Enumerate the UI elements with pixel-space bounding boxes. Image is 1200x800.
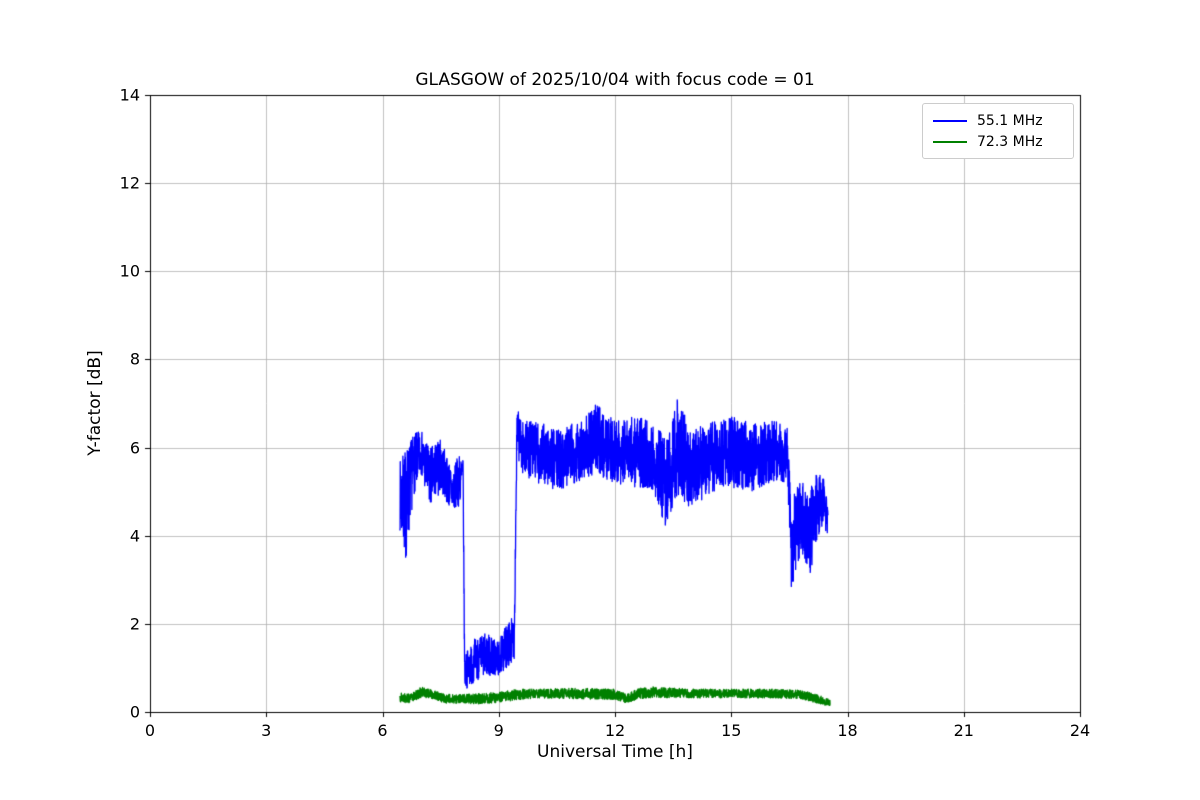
legend-entry-55-1-mhz: 55.1 MHz — [933, 110, 1063, 131]
y-tick-label: 6 — [129, 438, 140, 458]
x-tick-label: 15 — [721, 721, 742, 740]
x-tick-label: 9 — [493, 721, 504, 740]
chart-title: GLASGOW of 2025/10/04 with focus code = … — [415, 70, 815, 90]
x-tick-label: 12 — [604, 721, 626, 740]
x-tick-label: 0 — [144, 721, 156, 740]
y-tick-label: 10 — [119, 261, 140, 281]
legend-entry-72-3-mhz: 72.3 MHz — [933, 131, 1063, 152]
y-axis-label: Y-factor [dB] — [85, 350, 105, 456]
y-tick-label: 0 — [129, 702, 140, 722]
x-tick-label: 24 — [1069, 721, 1091, 740]
x-axis-label: Universal Time [h] — [537, 742, 693, 762]
legend-label: 72.3 MHz — [977, 133, 1043, 150]
y-tick-label: 2 — [129, 614, 140, 634]
y-tick-label: 12 — [119, 173, 140, 193]
legend: 55.1 MHz 72.3 MHz — [922, 103, 1074, 159]
legend-line-green — [933, 140, 967, 143]
legend-label: 55.1 MHz — [977, 112, 1043, 129]
x-tick-label: 6 — [377, 721, 388, 740]
y-tick-label: 8 — [129, 349, 140, 369]
x-tick-label: 3 — [261, 721, 272, 740]
x-tick-label: 21 — [953, 721, 974, 740]
x-tick-label: 18 — [837, 721, 858, 740]
y-tick-label: 4 — [129, 526, 140, 546]
legend-line-blue — [933, 119, 967, 122]
y-tick-label: 14 — [119, 85, 140, 105]
